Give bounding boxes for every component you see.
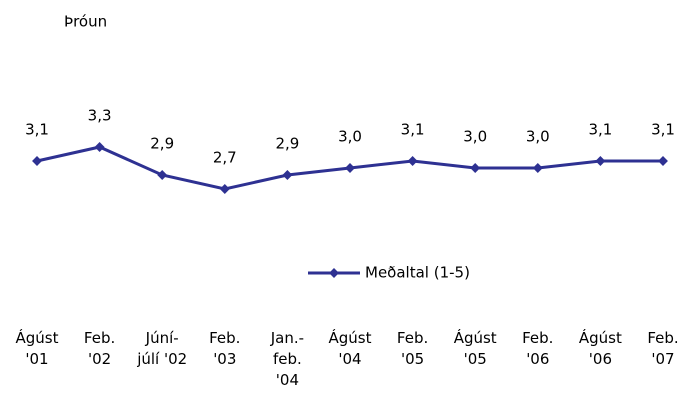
x-tick-label: Júní- júlí '02: [137, 329, 188, 368]
marker: [345, 163, 355, 173]
marker: [532, 163, 543, 173]
marker: [32, 156, 42, 166]
value-label: 3,0: [526, 128, 550, 146]
legend-marker: [329, 268, 339, 278]
value-label: 2,7: [213, 149, 237, 167]
x-tick-label: Feb. '06: [522, 329, 554, 368]
x-tick-label: Ágúst '04: [328, 329, 372, 368]
marker: [595, 156, 606, 166]
x-tick-label: Jan.- feb. '04: [270, 329, 305, 389]
marker: [407, 156, 418, 166]
x-tick-label: Feb. '07: [647, 329, 679, 368]
x-tick-label: Feb. '02: [83, 329, 116, 368]
value-label: 3,1: [401, 121, 425, 139]
x-tick-label: Feb. '05: [396, 329, 429, 368]
x-tick-label: Ágúst '05: [453, 329, 497, 368]
value-label: 3,0: [338, 128, 362, 146]
value-label: 2,9: [275, 135, 299, 153]
value-label: 3,3: [88, 107, 112, 125]
chart-title: Þróun: [64, 13, 107, 31]
marker: [470, 163, 481, 173]
x-tick-label: Ágúst '01: [15, 329, 59, 368]
value-label: 3,1: [651, 121, 675, 139]
marker: [282, 170, 293, 180]
x-tick-label: Ágúst '06: [578, 329, 622, 368]
value-label: 2,9: [150, 135, 174, 153]
x-tick-label: Feb. '03: [209, 329, 241, 368]
marker: [157, 170, 168, 180]
value-label: 3,0: [463, 128, 487, 146]
marker: [658, 156, 668, 166]
marker: [219, 184, 230, 194]
value-label: 3,1: [25, 121, 49, 139]
legend-label: Meðaltal (1-5): [365, 264, 470, 282]
marker: [94, 142, 105, 152]
value-label: 3,1: [588, 121, 612, 139]
